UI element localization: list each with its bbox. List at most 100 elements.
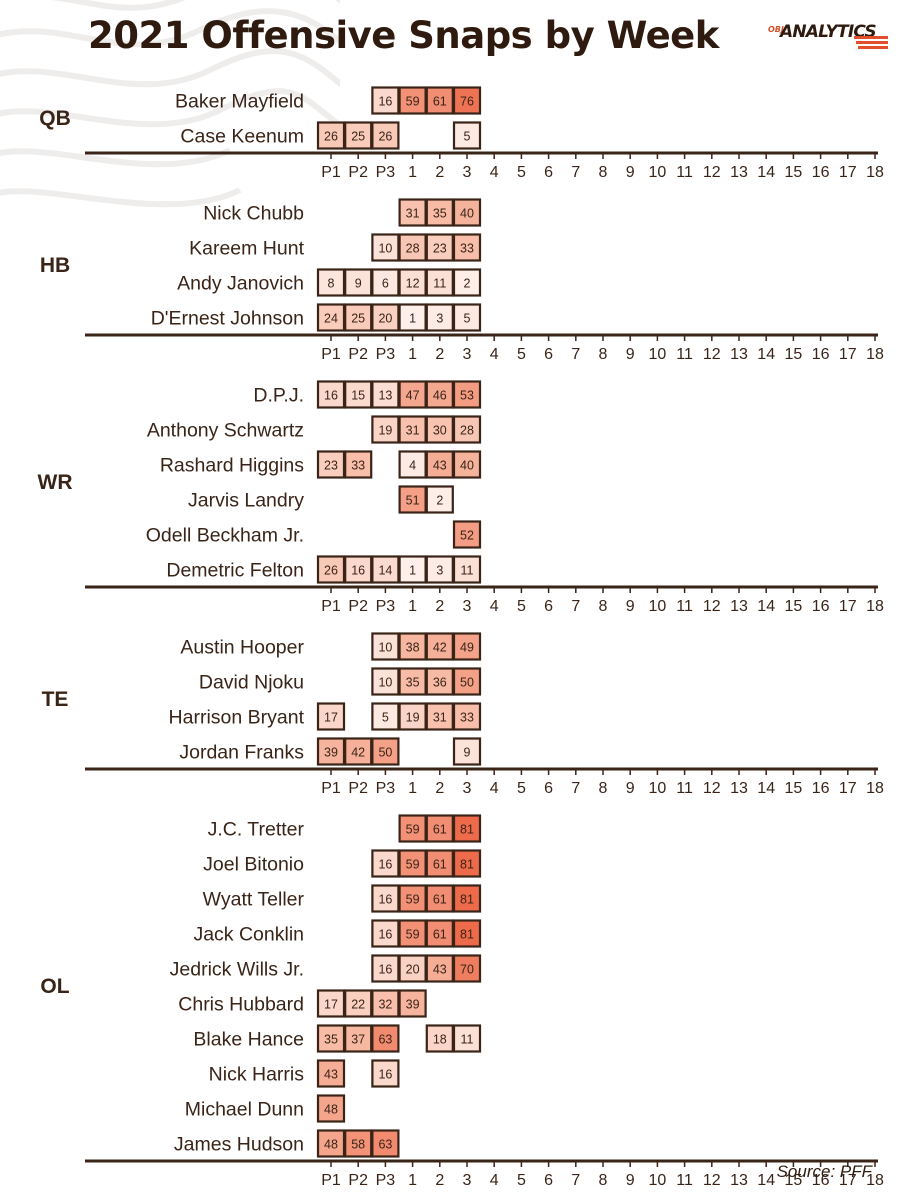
snap-value-d-ernest-johnson-p3: 20 [378, 312, 392, 326]
snap-cell-james-hudson-p3 [371, 1129, 400, 1158]
snap-cell-chris-hubbard-1 [398, 989, 427, 1018]
chart-title: 2021 Offensive Snaps by Week [88, 14, 719, 57]
snap-cell-rashard-higgins-2 [425, 450, 454, 479]
tick-label-te-p1: P1 [321, 780, 341, 797]
player-name-jordan-franks: Jordan Franks [179, 742, 304, 764]
player-name-case-keenum: Case Keenum [180, 126, 304, 148]
player-name-d-p-j: D.P.J. [253, 385, 304, 407]
snap-cell-demetric-felton-1 [398, 555, 427, 584]
snap-cell-case-keenum-p3 [371, 121, 400, 150]
tick-label-qb-4: 4 [490, 164, 499, 181]
tick-label-te-11: 11 [676, 780, 693, 797]
snap-cell-david-njoku-3 [452, 667, 482, 696]
tick-label-ol-17: 17 [839, 1172, 857, 1189]
player-name-demetric-felton: Demetric Felton [166, 560, 304, 582]
snap-value-odell-beckham-jr-3: 52 [460, 529, 474, 543]
snap-cell-harrison-bryant-1 [398, 702, 427, 731]
snap-cell-nick-harris-p1 [316, 1059, 346, 1088]
snap-cell-jack-conklin-2 [425, 919, 454, 948]
snap-value-case-keenum-3: 5 [464, 130, 471, 144]
tick-label-qb-6: 6 [544, 164, 553, 181]
snap-value-harrison-bryant-p3: 5 [382, 711, 389, 725]
player-name-jack-conklin: Jack Conklin [193, 924, 304, 946]
tick-label-qb-14: 14 [757, 164, 775, 181]
tick-label-hb-6: 6 [544, 346, 553, 363]
tick-label-qb-11: 11 [676, 164, 693, 181]
tick-label-ol-3: 3 [463, 1172, 472, 1189]
snap-value-michael-dunn-p1: 48 [324, 1103, 338, 1117]
snap-cell-anthony-schwartz-3 [452, 415, 482, 444]
tick-label-ol-2: 2 [435, 1172, 444, 1189]
snap-cell-d-ernest-johnson-p3 [371, 303, 400, 332]
tick-label-wr-2: 2 [435, 598, 444, 615]
tick-label-te-8: 8 [599, 780, 608, 797]
tick-label-hb-5: 5 [517, 346, 526, 363]
snap-value-jedrick-wills-jr-3: 70 [460, 963, 474, 977]
snap-cell-joel-bitonio-2 [425, 849, 454, 878]
snap-value-nick-chubb-3: 40 [460, 207, 474, 221]
position-label-ol: OL [40, 975, 69, 998]
snap-cell-kareem-hunt-1 [398, 233, 427, 262]
snap-value-austin-hooper-1: 38 [406, 641, 420, 655]
tick-label-qb-1: 1 [408, 164, 417, 181]
snap-cell-baker-mayfield-1 [398, 86, 427, 115]
snap-value-nick-harris-p1: 43 [324, 1068, 338, 1082]
player-name-andy-janovich: Andy Janovich [177, 273, 304, 295]
snap-value-blake-hance-p3: 63 [378, 1033, 392, 1047]
snap-value-anthony-schwartz-1: 31 [406, 424, 420, 438]
snap-value-rashard-higgins-p2: 33 [351, 459, 365, 473]
player-name-chris-hubbard: Chris Hubbard [178, 994, 304, 1016]
snap-value-andy-janovich-p3: 6 [382, 277, 389, 291]
snap-cell-jordan-franks-p2 [344, 737, 373, 766]
snap-cell-nick-harris-p3 [371, 1059, 400, 1088]
snap-cell-wyatt-teller-3 [452, 884, 482, 913]
snap-cell-andy-janovich-p1 [316, 268, 346, 297]
snap-value-jordan-franks-p1: 39 [324, 746, 338, 760]
snap-cell-joel-bitonio-p3 [371, 849, 400, 878]
tick-label-ol-p1: P1 [321, 1172, 341, 1189]
snap-cell-andy-janovich-2 [425, 268, 454, 297]
tick-label-wr-4: 4 [490, 598, 499, 615]
snap-cell-joel-bitonio-1 [398, 849, 427, 878]
snap-value-rashard-higgins-p1: 23 [324, 459, 338, 473]
snap-cell-chris-hubbard-p2 [344, 989, 373, 1018]
snap-value-david-njoku-2: 36 [433, 676, 447, 690]
snap-cell-baker-mayfield-3 [452, 86, 482, 115]
snap-cell-wyatt-teller-2 [425, 884, 454, 913]
position-label-te: TE [42, 688, 69, 711]
tick-label-hb-10: 10 [649, 346, 667, 363]
tick-label-wr-18: 18 [866, 598, 884, 615]
snap-cell-austin-hooper-2 [425, 632, 454, 661]
snap-cell-james-hudson-p2 [344, 1129, 373, 1158]
position-label-hb: HB [40, 254, 70, 277]
snap-value-rashard-higgins-3: 40 [460, 459, 474, 473]
tick-label-hb-3: 3 [463, 346, 472, 363]
tick-label-wr-17: 17 [839, 598, 857, 615]
tick-label-hb-1: 1 [408, 346, 417, 363]
tick-label-ol-p2: P2 [348, 1172, 368, 1189]
player-name-d-ernest-johnson: D'Ernest Johnson [151, 308, 304, 330]
snap-value-jordan-franks-3: 9 [464, 746, 471, 760]
tick-label-hb-18: 18 [866, 346, 884, 363]
snap-value-demetric-felton-p2: 16 [351, 564, 365, 578]
player-name-joel-bitonio: Joel Bitonio [203, 854, 304, 876]
tick-label-hb-9: 9 [626, 346, 635, 363]
snap-cell-chris-hubbard-p3 [371, 989, 400, 1018]
tick-label-te-p3: P3 [376, 780, 396, 797]
tick-label-qb-3: 3 [463, 164, 472, 181]
snap-value-baker-mayfield-1: 59 [406, 95, 420, 109]
tick-label-qb-13: 13 [730, 164, 748, 181]
tick-label-hb-8: 8 [599, 346, 608, 363]
player-name-baker-mayfield: Baker Mayfield [175, 91, 304, 113]
snap-value-d-p-j-p1: 16 [324, 389, 338, 403]
snap-value-jordan-franks-p2: 42 [351, 746, 365, 760]
snap-cell-chris-hubbard-p1 [316, 989, 346, 1018]
tick-label-ol-8: 8 [599, 1172, 608, 1189]
snap-value-andy-janovich-3: 2 [464, 277, 471, 291]
snap-cell-austin-hooper-3 [452, 632, 482, 661]
tick-label-qb-10: 10 [649, 164, 667, 181]
snap-cell-jack-conklin-1 [398, 919, 427, 948]
snap-value-joel-bitonio-3: 81 [460, 858, 474, 872]
tick-label-wr-11: 11 [676, 598, 693, 615]
snap-cell-jordan-franks-3 [452, 737, 482, 766]
